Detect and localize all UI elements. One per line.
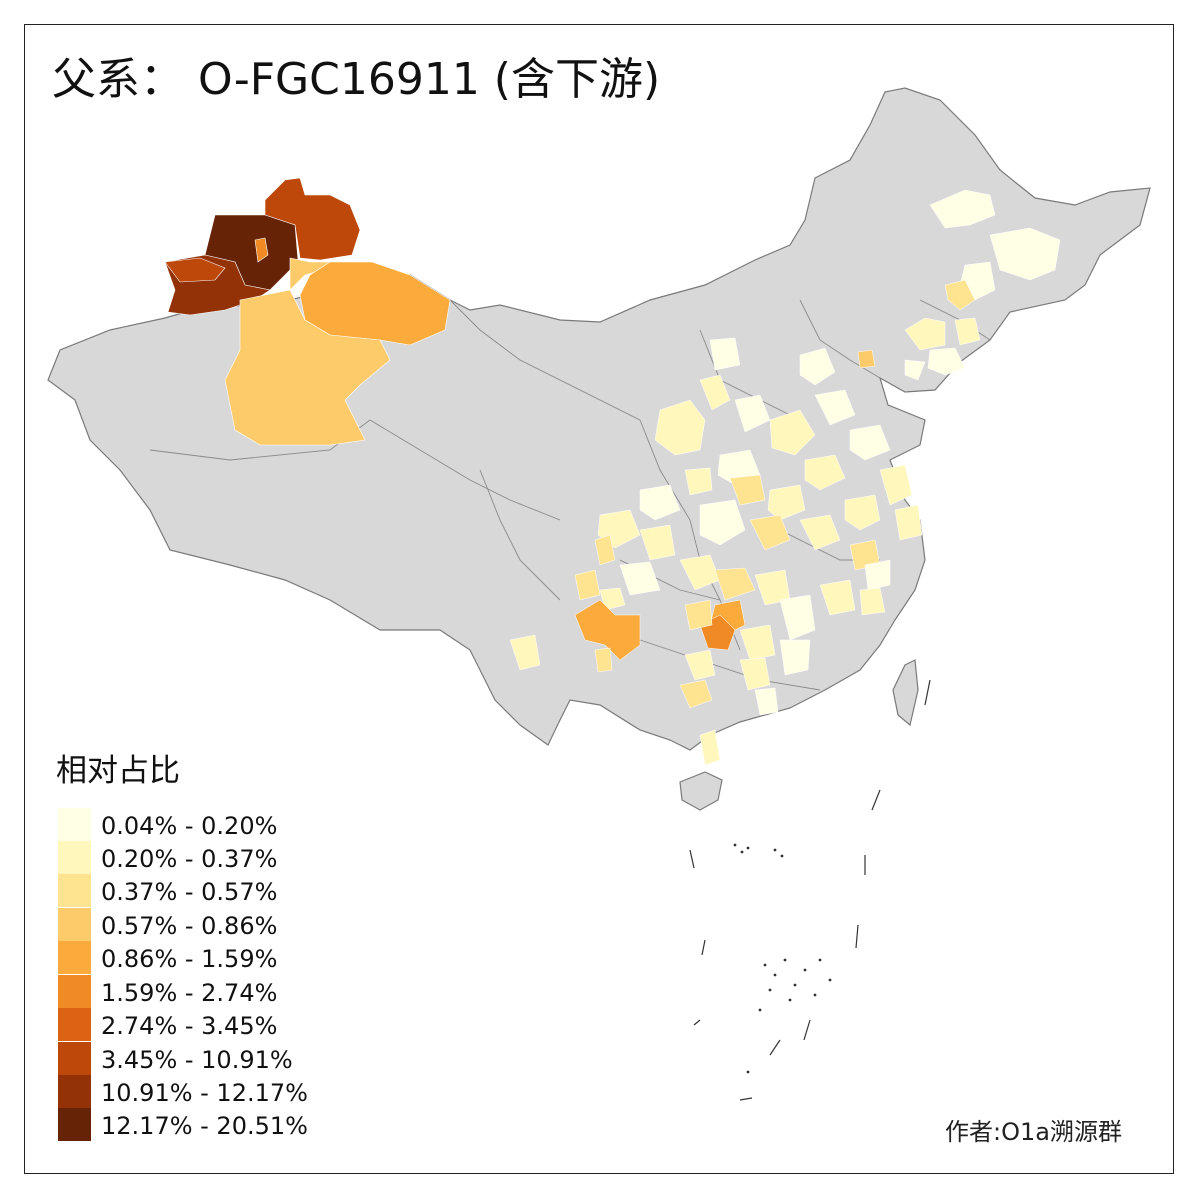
south-china-sea-islands <box>689 679 931 1101</box>
spratly-dots <box>733 843 832 1074</box>
legend-item: 0.57% - 0.86% <box>58 908 378 941</box>
legend-swatch <box>58 1042 91 1075</box>
legend-item: 10.91% - 12.17% <box>58 1075 378 1108</box>
xinjiang-regions <box>164 177 451 446</box>
legend-swatch <box>58 941 91 974</box>
legend-swatch <box>58 975 91 1008</box>
legend-label: 0.20% - 0.37% <box>101 845 278 873</box>
legend-label: 0.86% - 1.59% <box>101 945 278 973</box>
legend-item: 12.17% - 20.51% <box>58 1108 378 1141</box>
legend-swatch <box>58 808 91 841</box>
legend-swatch <box>58 874 91 907</box>
legend-title: 相对占比 <box>56 753 180 789</box>
hainan-island <box>679 771 723 811</box>
legend-swatch <box>58 908 91 941</box>
region-tarim-bayingol <box>224 289 391 446</box>
legend-label: 12.17% - 20.51% <box>101 1112 308 1140</box>
legend-label: 0.37% - 0.57% <box>101 878 278 906</box>
legend-swatch <box>58 1108 91 1141</box>
legend-item: 3.45% - 10.91% <box>58 1042 378 1075</box>
legend-item: 0.37% - 0.57% <box>58 874 378 907</box>
legend-swatch <box>58 1008 91 1041</box>
map-title: 父系： O-FGC16911 (含下游) <box>52 54 661 105</box>
legend-label: 3.45% - 10.91% <box>101 1046 293 1074</box>
interior-regions <box>509 189 1061 766</box>
legend-swatch <box>58 1075 91 1108</box>
author-credit: 作者:O1a溯源群 <box>945 1118 1122 1146</box>
legend-item: 1.59% - 2.74% <box>58 975 378 1008</box>
legend-label: 0.57% - 0.86% <box>101 912 278 940</box>
region-bortala <box>164 257 226 283</box>
legend-item: 0.20% - 0.37% <box>58 841 378 874</box>
legend-swatch <box>58 841 91 874</box>
legend-label: 1.59% - 2.74% <box>101 979 278 1007</box>
legend-label: 0.04% - 0.20% <box>101 812 278 840</box>
legend-item: 2.74% - 3.45% <box>58 1008 378 1041</box>
legend-label: 2.74% - 3.45% <box>101 1012 278 1040</box>
legend-item: 0.86% - 1.59% <box>58 941 378 974</box>
region-hami-turpan <box>299 261 451 346</box>
legend-label: 10.91% - 12.17% <box>101 1079 308 1107</box>
taiwan-island <box>892 659 919 727</box>
legend-item: 0.04% - 0.20% <box>58 808 378 841</box>
region-shihezi <box>254 237 269 263</box>
